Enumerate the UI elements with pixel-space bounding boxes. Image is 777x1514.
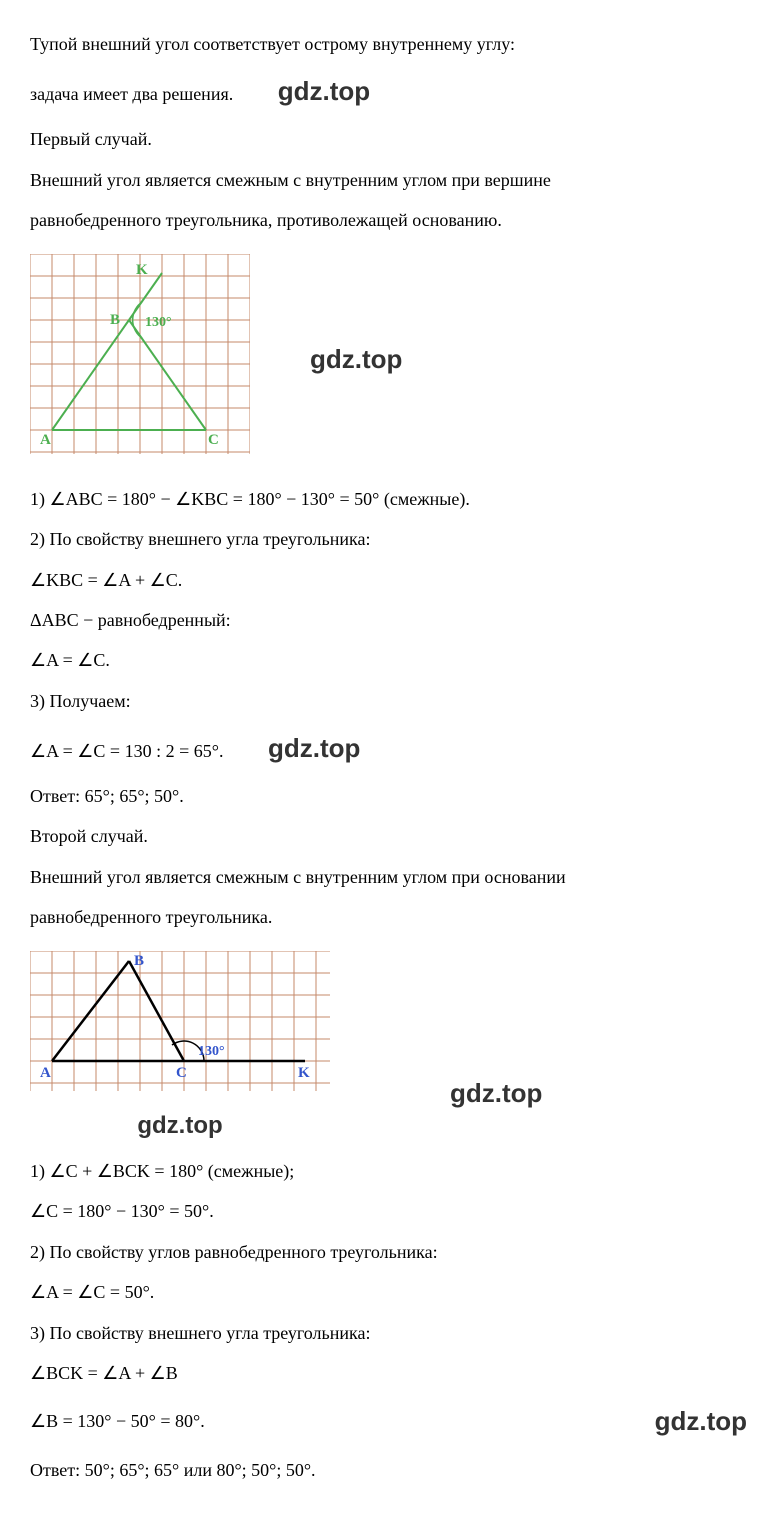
case2-step3c-row: ∠B = 130° − 50° = 80°. gdz.top [30,1397,747,1445]
figure2: A B C K 130° [30,951,330,1101]
label-K2: K [298,1065,310,1081]
case1-step2c: ΔABC − равнобедренный: [30,604,747,636]
label-A2: A [40,1065,51,1081]
label-A: A [40,432,51,448]
label-C: C [208,432,219,448]
label-K: K [136,262,148,278]
case2-step2a: 2) По свойству углов равнобедренного тре… [30,1236,747,1268]
watermark: gdz.top [137,1112,222,1139]
angle-label-2: 130° [198,1044,225,1059]
watermark: gdz.top [278,76,370,106]
figure1: A B C K 130° [30,254,250,464]
case1-step2b: ∠KBC = ∠A + ∠C. [30,564,747,596]
figure2-row: A B C K 130° gdz.top gdz.top [30,941,747,1147]
label-B: B [110,312,120,328]
case1-step3b-row: ∠A = ∠C = 130 : 2 = 65°. gdz.top [30,725,747,772]
watermark: gdz.top [450,1078,542,1108]
watermark: gdz.top [655,1398,747,1445]
case2-title: Второй случай. [30,820,747,852]
case2-step2b: ∠A = ∠C = 50°. [30,1276,747,1308]
case2-step3c: ∠B = 130° − 50° = 80°. [30,1405,205,1437]
watermark: gdz.top [310,336,402,383]
case2-desc2: равнобедренного треугольника. [30,901,747,933]
case2-answer: Ответ: 50°; 65°; 65° или 80°; 50°; 50°. [30,1454,747,1486]
figure1-row: A B C K 130° gdz.top [30,244,747,474]
angle-label-1: 130° [145,315,172,330]
case1-desc1: Внешний угол является смежным с внутренн… [30,164,747,196]
case1-step2d: ∠A = ∠C. [30,644,747,676]
intro-line2: задача имеет два решения. gdz.top [30,68,747,115]
figure2-block: A B C K 130° gdz.top [30,941,330,1147]
case1-step1: 1) ∠ABC = 180° − ∠KBC = 180° − 130° = 50… [30,483,747,515]
case2-step1b: ∠C = 180° − 130° = 50°. [30,1195,747,1227]
case1-step3a: 3) Получаем: [30,685,747,717]
watermark: gdz.top [268,733,360,763]
label-B2: B [134,953,144,969]
case2-step3a: 3) По свойству внешнего угла треугольник… [30,1317,747,1349]
case2-desc1: Внешний угол является смежным с внутренн… [30,861,747,893]
intro-line1: Тупой внешний угол соответствует острому… [30,28,747,60]
case2-step3b: ∠BCK = ∠A + ∠B [30,1357,747,1389]
case2-step1a: 1) ∠C + ∠BCK = 180° (смежные); [30,1155,747,1187]
case1-step2a: 2) По свойству внешнего угла треугольник… [30,523,747,555]
case1-step3b: ∠A = ∠C = 130 : 2 = 65°. [30,741,223,761]
case1-desc2: равнобедренного треугольника, противолеж… [30,204,747,236]
case1-answer: Ответ: 65°; 65°; 50°. [30,780,747,812]
case1-title: Первый случай. [30,123,747,155]
intro-line2-text: задача имеет два решения. [30,84,233,104]
label-C2: C [176,1065,187,1081]
